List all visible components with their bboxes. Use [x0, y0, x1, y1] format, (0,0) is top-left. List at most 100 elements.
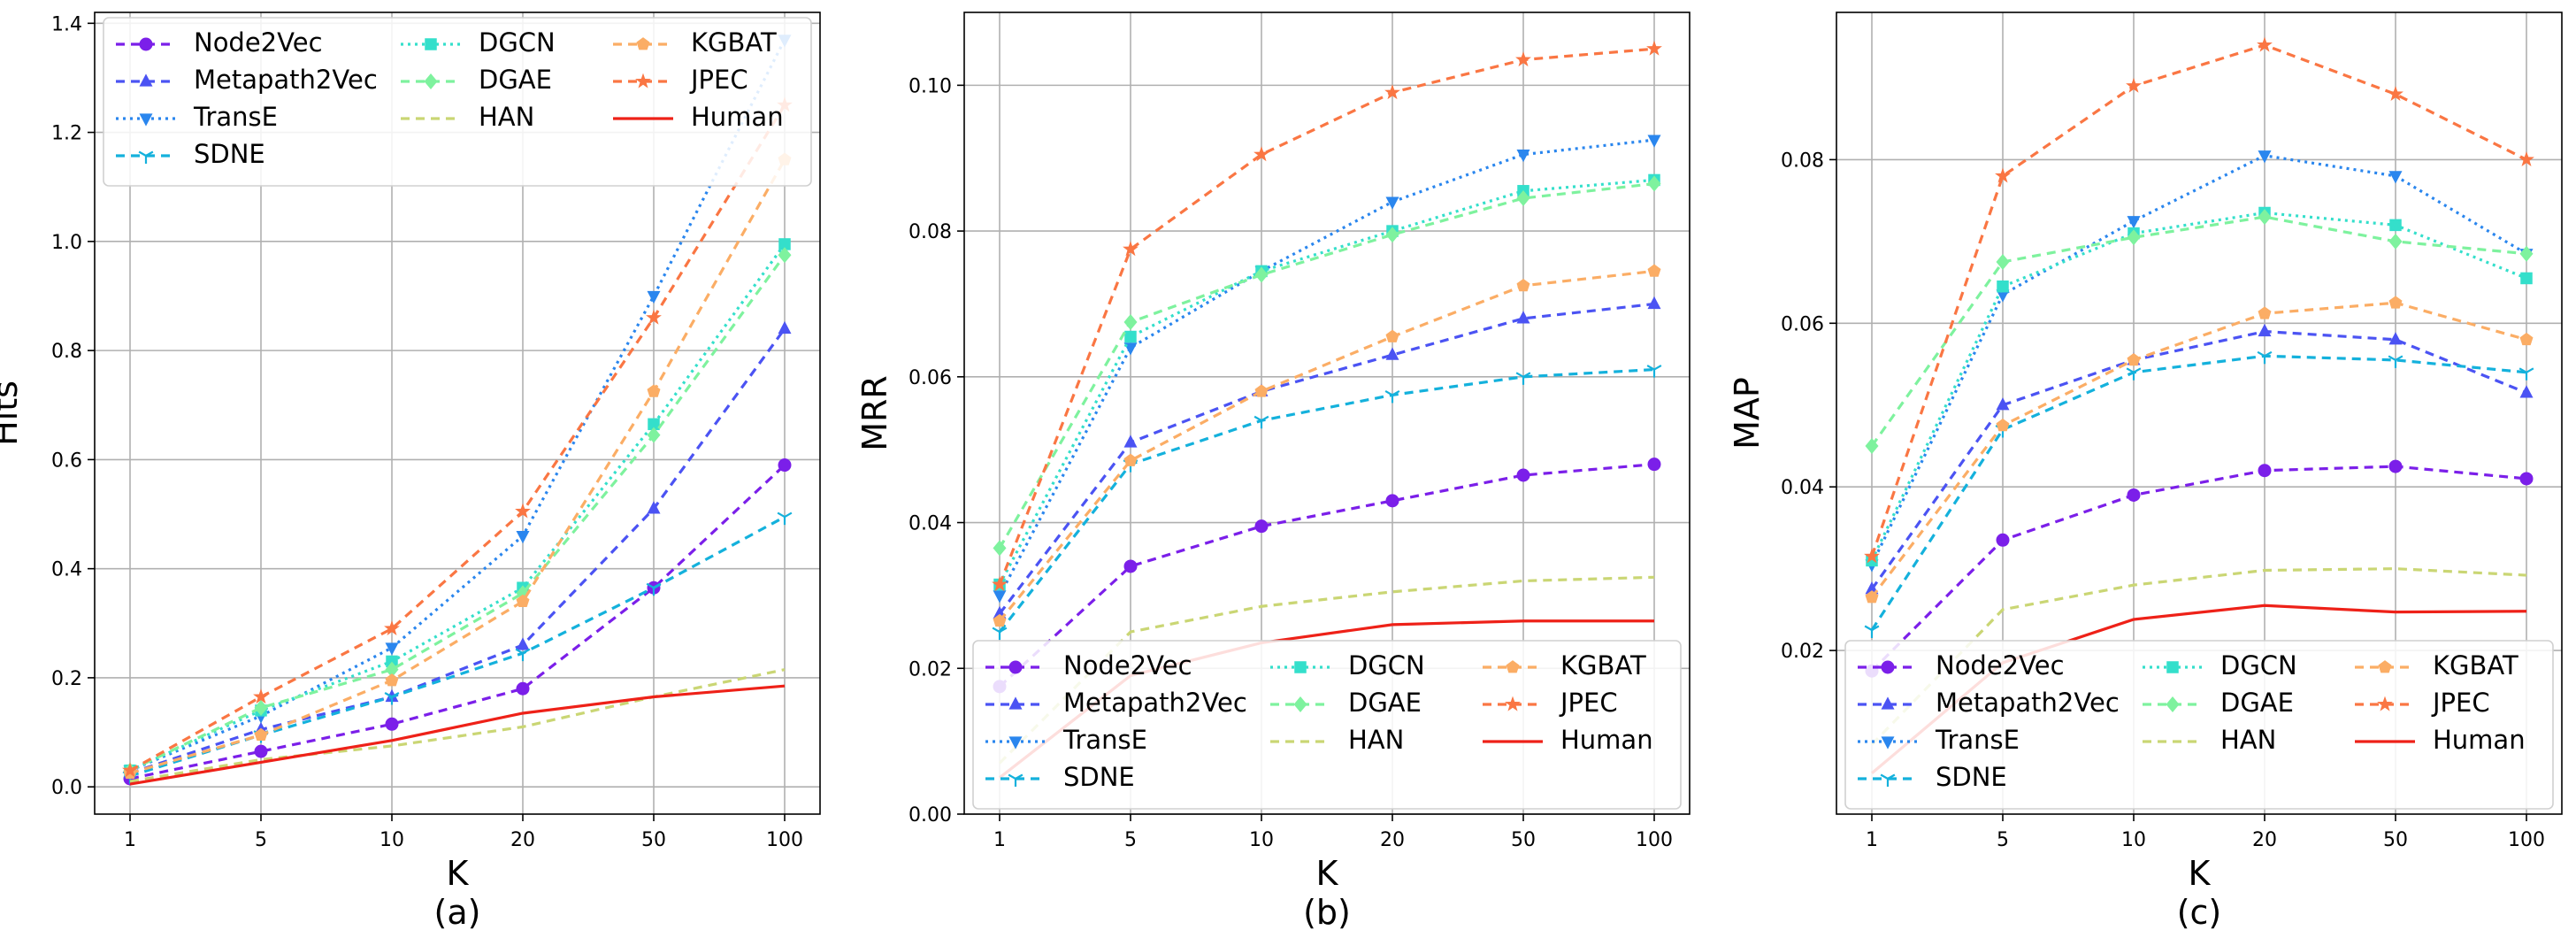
data-point [647, 384, 661, 397]
data-point [2518, 367, 2534, 381]
series-line [129, 684, 786, 786]
data-point [2126, 77, 2142, 93]
data-point [993, 613, 1007, 627]
legend-item-transe: TransE [116, 102, 278, 132]
series-kgbat [993, 264, 1661, 627]
data-point [516, 531, 530, 544]
data-point [1123, 453, 1138, 466]
data-point [1647, 135, 1661, 148]
data-point [515, 648, 531, 662]
data-point [646, 582, 662, 596]
legend-item-metapath2vec: Metapath2Vec [116, 65, 378, 95]
panel-label: (c) [2177, 893, 2222, 932]
data-point [1254, 519, 1269, 534]
data-point [516, 637, 530, 650]
data-point [2388, 86, 2404, 102]
data-point [2519, 472, 2534, 486]
x-tick-label: 50 [641, 829, 666, 851]
series-node2vec [123, 458, 792, 786]
data-point [992, 627, 1008, 641]
panel-label: (a) [434, 893, 481, 932]
legend-marker [425, 38, 437, 50]
x-tick-label: 20 [510, 829, 535, 851]
data-point [516, 681, 530, 696]
x-axis-label: K [447, 854, 470, 893]
y-tick-label: 0.00 [908, 804, 952, 827]
legend-label: JPEC [2431, 688, 2490, 718]
data-point [1123, 559, 1138, 573]
series-line [1870, 567, 2527, 746]
data-point [122, 762, 138, 778]
series-human [129, 684, 786, 786]
series-sdne [1864, 350, 2534, 638]
series-line [998, 181, 1655, 550]
series-jpec [992, 40, 1662, 592]
legend-box [972, 640, 1682, 810]
data-point [1385, 329, 1399, 342]
data-point [1254, 146, 1269, 162]
series-kgbat [1865, 296, 2534, 604]
x-tick-label: 20 [2252, 829, 2277, 851]
legend-marker [139, 73, 153, 87]
data-point [1865, 437, 1879, 454]
y-tick-label: 0.06 [908, 367, 952, 389]
series-dgcn [124, 238, 791, 777]
series-line [998, 463, 1655, 688]
axes-frame [963, 12, 1690, 815]
data-point [2258, 306, 2272, 319]
y-tick-label: 0.8 [51, 341, 82, 363]
series-han [129, 668, 786, 783]
x-tick-label: 5 [255, 829, 267, 851]
legend-item-transe: TransE [985, 725, 1147, 755]
legend-item-han: HAN [1270, 725, 1404, 755]
legend-item-metapath2vec: Metapath2Vec [1858, 688, 2120, 718]
legend-label: Node2Vec [194, 27, 323, 58]
x-tick-label: 5 [1997, 829, 2009, 851]
legend-label: HAN [479, 102, 534, 132]
series-line [129, 464, 786, 780]
data-point [778, 458, 792, 473]
legend-item-human: Human [1483, 725, 1653, 755]
data-point [516, 594, 530, 608]
series-line [998, 138, 1655, 596]
legend-box [1844, 640, 2554, 810]
series-line [129, 254, 786, 773]
data-point [2127, 216, 2141, 229]
legend-label: DGAE [479, 65, 552, 95]
legend-label: Metapath2Vec [1063, 688, 1247, 718]
y-tick-label: 0.06 [1781, 313, 1824, 335]
legend-label: JPEC [1559, 688, 1618, 718]
legend-label: Human [2433, 725, 2526, 755]
legend: Node2Vec Metapath2Vec TransE SDNE DGCN DGAE HA… [103, 17, 812, 187]
data-point [777, 511, 793, 526]
legend-marker [1881, 736, 1895, 750]
y-axis-label: MRR [855, 375, 894, 451]
legend-item-dgae: DGAE [1270, 688, 1422, 718]
y-tick-label: 0.04 [908, 513, 952, 535]
legend-marker [1293, 696, 1307, 712]
y-tick-label: 0.0 [51, 777, 82, 799]
data-point [648, 418, 660, 431]
x-tick-label: 5 [1124, 829, 1137, 851]
series-line [129, 158, 786, 775]
chart-panel-1: 1 5 10 20 50 100 0.0 0.2 0.4 0.6 0.8 1.0 1.2 1.4 K(a) H… [0, 12, 821, 932]
legend-marker [1881, 660, 1895, 674]
y-tick-label: 0.10 [908, 75, 952, 97]
data-point [2258, 323, 2272, 337]
legend-marker [1008, 696, 1023, 710]
axes-frame [1836, 12, 2563, 815]
data-point [1516, 190, 1530, 207]
data-point [2388, 171, 2403, 184]
legend-item-kgbat: KGBAT [1483, 650, 1646, 680]
legend-marker [1294, 661, 1307, 673]
data-point [2258, 209, 2272, 226]
legend-label: Human [691, 102, 784, 132]
series-line [1870, 465, 2527, 673]
data-point [2127, 353, 2141, 366]
legend-item-kgbat: KGBAT [613, 27, 777, 58]
data-point [2388, 296, 2403, 309]
data-point [1384, 84, 1400, 100]
x-tick-label: 1 [1866, 829, 1878, 851]
x-tick-label: 10 [2121, 829, 2146, 851]
